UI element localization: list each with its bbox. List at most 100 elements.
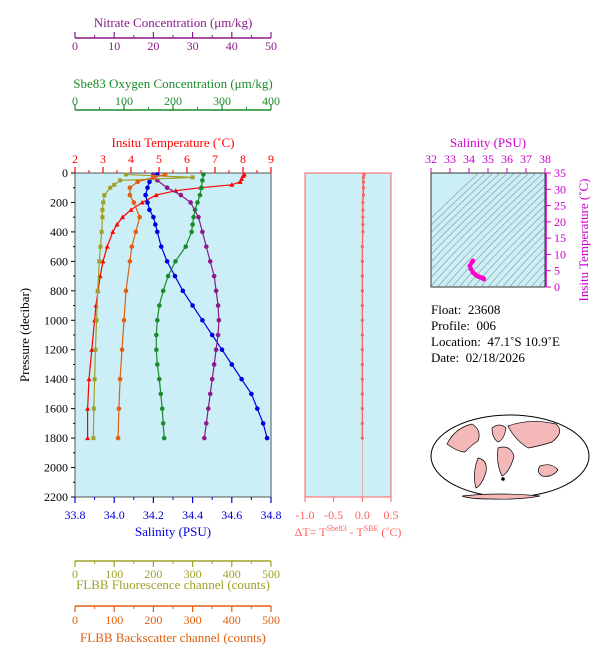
ts-y-tick-label: 35: [554, 166, 566, 180]
delta-point: [361, 230, 365, 234]
ts-x-tick-label: 37: [520, 152, 532, 166]
map-float-marker: [501, 477, 505, 481]
backscatter-point: [162, 172, 168, 177]
fluorescence-point: [100, 207, 105, 212]
fluorescence-point: [91, 436, 96, 441]
ts-isopycnal: [487, 226, 545, 287]
backscatter-point: [131, 200, 137, 205]
ts-isopycnal: [431, 173, 515, 255]
oxygen-point: [195, 200, 200, 205]
temperature-tick-label: 2: [72, 152, 78, 166]
oxygen-tick-label: 300: [213, 94, 231, 108]
backscatter-point: [127, 185, 133, 191]
delta-axis-title-part: ΔT= T: [295, 525, 328, 539]
ts-y-tick-label: 25: [554, 199, 566, 213]
location-value: 47.1˚S 10.9˚E: [487, 334, 560, 349]
pressure-tick-label: 2200: [44, 490, 68, 504]
oxygen-point: [155, 362, 160, 367]
delta-point: [360, 245, 364, 249]
delta-point: [360, 289, 364, 293]
delta-point: [360, 421, 364, 425]
ts-isopycnal: [494, 233, 545, 287]
salinity-point: [219, 347, 225, 353]
delta-tick-label: -1.0: [296, 508, 315, 522]
world-map-icon: [430, 414, 590, 500]
delta-axis-title-part: (˚C): [378, 525, 401, 539]
map-land: [538, 464, 559, 477]
backscatter-tick-label: 0: [72, 613, 78, 627]
salinity-point: [209, 332, 215, 338]
profile-plot-area: [74, 172, 272, 498]
nitrate-point: [215, 303, 221, 308]
backscatter-point: [127, 192, 133, 198]
pressure-tick-label: 1600: [44, 402, 68, 416]
ts-x-tick-label: 38: [539, 152, 551, 166]
ts-isopycnal: [431, 173, 508, 248]
delta-point: [361, 186, 366, 190]
fluorescence-point: [101, 200, 106, 205]
delta-point: [360, 362, 364, 367]
ts-isopycnal: [444, 184, 545, 287]
backscatter-point: [115, 435, 121, 441]
oxygen-point: [173, 259, 178, 264]
map-land: [507, 421, 561, 449]
salinity-tick-label: 34.4: [182, 508, 203, 522]
delta-point: [361, 208, 365, 212]
oxygen-point: [199, 185, 204, 191]
ts-isopycnal: [431, 173, 523, 263]
ts-isopycnal: [431, 173, 530, 271]
backscatter-point: [127, 259, 133, 264]
nitrate-point: [207, 259, 213, 264]
salinity-point: [164, 259, 170, 264]
backscatter-point: [133, 229, 139, 235]
backscatter-series-line: [117, 173, 166, 439]
delta-point: [361, 193, 366, 197]
nitrate-point: [207, 391, 213, 397]
delta-point: [360, 348, 364, 352]
oxygen-point: [189, 229, 194, 235]
salinity-point: [200, 317, 205, 323]
oxygen-point: [156, 303, 162, 308]
fluorescence-point: [97, 259, 102, 264]
fluorescence-point: [92, 377, 97, 382]
temperature-tick-label: 6: [184, 152, 190, 166]
salinity-point: [264, 435, 270, 441]
ts-y-tick-label: 15: [554, 231, 566, 245]
ts-y-tick-label: 10: [554, 247, 566, 261]
nitrate-point: [196, 214, 201, 220]
fluorescence-point: [93, 347, 98, 352]
delta-point: [360, 392, 364, 396]
salinity-tick-label: 34.6: [221, 508, 242, 522]
temperature-tick-label: 4: [128, 152, 134, 166]
oxygen-point: [160, 421, 166, 426]
temperature-point: [85, 406, 91, 411]
delta-point: [360, 407, 364, 411]
map-land: [474, 457, 487, 489]
pressure-tick-label: 0: [62, 166, 68, 180]
float-label: Float:: [431, 302, 462, 317]
ts-y-tick-label: 20: [554, 215, 566, 229]
delta-point: [361, 200, 365, 205]
delta-plot-area: [304, 172, 392, 498]
oxygen-point: [154, 332, 159, 338]
temperature-point: [120, 214, 126, 220]
salinity-point: [151, 214, 156, 220]
backscatter-point: [123, 288, 129, 294]
salinity-point: [145, 185, 150, 191]
temperature-point: [85, 435, 91, 441]
backscatter-point: [135, 179, 141, 185]
oxygen-axis-title: Sbe83 Oxygen Concentration (μm/kg): [73, 76, 272, 91]
backscatter-tick-label: 300: [184, 613, 202, 627]
oxygen-tick-label: 0: [72, 94, 78, 108]
nitrate-point: [211, 362, 217, 367]
oxygen-point: [197, 192, 203, 198]
oxygen-point: [159, 406, 165, 411]
nitrate-point: [204, 244, 209, 249]
float-info: Float: 23608 Profile: 006 Location: 47.1…: [431, 302, 560, 366]
nitrate-point: [216, 317, 222, 323]
ts-isopycnal: [431, 173, 544, 287]
ts-isopycnal: [431, 173, 537, 279]
fluorescence-point: [95, 288, 100, 293]
temperature-point: [237, 179, 243, 184]
